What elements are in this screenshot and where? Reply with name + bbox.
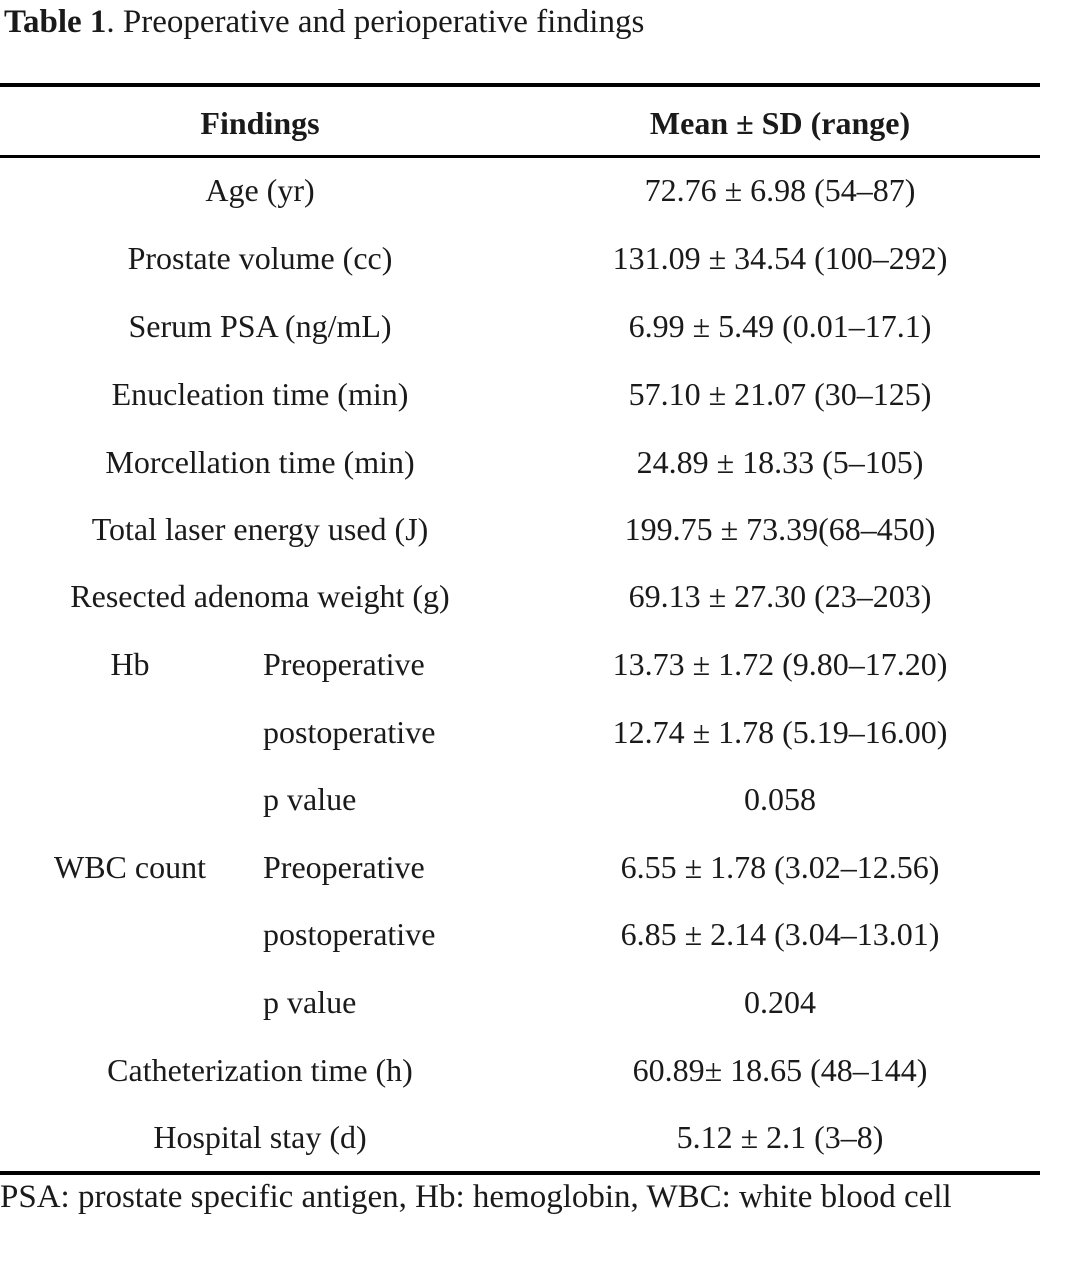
finding-label: Age (yr) bbox=[205, 172, 315, 208]
sub-finding-label: p value bbox=[263, 984, 357, 1020]
finding-value: 72.76 ± 6.98 (54–87) bbox=[644, 172, 916, 208]
table-row-wbc-postoperative: postoperative 6.85 ± 2.14 (3.04–13.01) bbox=[0, 906, 1040, 962]
table-row-prostate-volume: Prostate volume (cc) 131.09 ± 34.54 (100… bbox=[0, 230, 1040, 286]
table-top-rule bbox=[0, 83, 1040, 87]
finding-label: Resected adenoma weight (g) bbox=[70, 578, 450, 614]
table-bottom-rule bbox=[0, 1171, 1040, 1175]
table-row-hb-p-value: p value 0.058 bbox=[0, 771, 1040, 827]
finding-value: 60.89± 18.65 (48–144) bbox=[632, 1052, 928, 1088]
table-row-wbc-preoperative: WBC count Preoperative 6.55 ± 1.78 (3.02… bbox=[0, 839, 1040, 895]
finding-value: 5.12 ± 2.1 (3–8) bbox=[676, 1119, 884, 1155]
finding-value: 6.99 ± 5.49 (0.01–17.1) bbox=[628, 308, 932, 344]
finding-value: 69.13 ± 27.30 (23–203) bbox=[628, 578, 932, 614]
table-row-wbc-p-value: p value 0.204 bbox=[0, 974, 1040, 1030]
sub-finding-label: p value bbox=[263, 781, 357, 817]
table-row-serum-psa: Serum PSA (ng/mL) 6.99 ± 5.49 (0.01–17.1… bbox=[0, 298, 1040, 354]
table-row-hb-postoperative: postoperative 12.74 ± 1.78 (5.19–16.00) bbox=[0, 704, 1040, 760]
sub-finding-label: postoperative bbox=[263, 916, 436, 952]
table-caption-text: . Preoperative and perioperative finding… bbox=[106, 4, 645, 40]
finding-label: Prostate volume (cc) bbox=[127, 240, 393, 276]
finding-value: 199.75 ± 73.39(68–450) bbox=[624, 511, 936, 547]
table-caption-label: Table 1 bbox=[4, 4, 107, 40]
finding-label: Morcellation time (min) bbox=[105, 444, 415, 480]
table-header-rule bbox=[0, 155, 1040, 158]
finding-value: 13.73 ± 1.72 (9.80–17.20) bbox=[612, 646, 948, 682]
finding-value: 0.058 bbox=[744, 781, 816, 817]
wbc-group-label: WBC count bbox=[54, 849, 206, 885]
value-column-header: Mean ± SD (range) bbox=[649, 105, 911, 141]
sub-finding-label: postoperative bbox=[263, 714, 436, 750]
sub-finding-label: Preoperative bbox=[263, 849, 425, 885]
sub-finding-label: Preoperative bbox=[263, 646, 425, 682]
finding-value: 6.55 ± 1.78 (3.02–12.56) bbox=[620, 849, 940, 885]
findings-column-header: Findings bbox=[200, 105, 320, 141]
finding-value: 57.10 ± 21.07 (30–125) bbox=[628, 376, 932, 412]
finding-label: Total laser energy used (J) bbox=[91, 511, 429, 547]
table-row-hb-preoperative: Hb Preoperative 13.73 ± 1.72 (9.80–17.20… bbox=[0, 636, 1040, 692]
table-row-laser-energy: Total laser energy used (J) 199.75 ± 73.… bbox=[0, 501, 1040, 557]
finding-value: 24.89 ± 18.33 (5–105) bbox=[636, 444, 924, 480]
table-footnote: PSA: prostate specific antigen, Hb: hemo… bbox=[0, 1179, 952, 1215]
finding-value: 6.85 ± 2.14 (3.04–13.01) bbox=[620, 916, 940, 952]
finding-value: 0.204 bbox=[744, 984, 816, 1020]
finding-label: Hospital stay (d) bbox=[153, 1119, 367, 1155]
finding-value: 12.74 ± 1.78 (5.19–16.00) bbox=[612, 714, 948, 750]
table-header-row: Findings Mean ± SD (range) bbox=[0, 95, 1040, 151]
table-row-catheterization-time: Catheterization time (h) 60.89± 18.65 (4… bbox=[0, 1042, 1040, 1098]
finding-label: Catheterization time (h) bbox=[107, 1052, 413, 1088]
table-row-morcellation-time: Morcellation time (min) 24.89 ± 18.33 (5… bbox=[0, 434, 1040, 490]
table-caption: Table 1. Preoperative and perioperative … bbox=[4, 2, 644, 42]
finding-label: Enucleation time (min) bbox=[111, 376, 409, 412]
finding-label: Serum PSA (ng/mL) bbox=[128, 308, 392, 344]
table-row-age: Age (yr) 72.76 ± 6.98 (54–87) bbox=[0, 162, 1040, 218]
hb-group-label: Hb bbox=[110, 646, 150, 682]
table-row-adenoma-weight: Resected adenoma weight (g) 69.13 ± 27.3… bbox=[0, 568, 1040, 624]
table-row-hospital-stay: Hospital stay (d) 5.12 ± 2.1 (3–8) bbox=[0, 1109, 1040, 1165]
finding-value: 131.09 ± 34.54 (100–292) bbox=[612, 240, 948, 276]
table-row-enucleation-time: Enucleation time (min) 57.10 ± 21.07 (30… bbox=[0, 366, 1040, 422]
